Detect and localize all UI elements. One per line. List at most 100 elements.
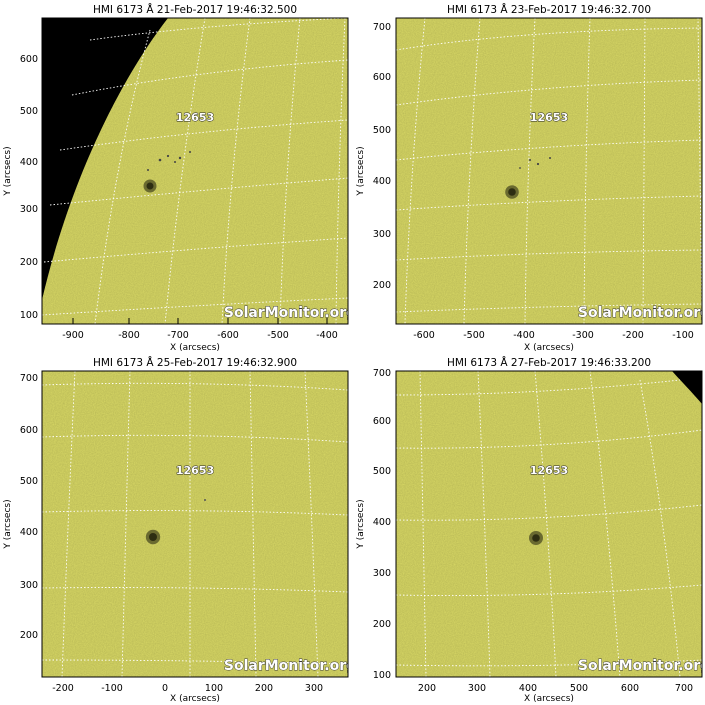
x-axis-label: X (arcsecs)	[524, 343, 574, 353]
x-tick: -500	[463, 330, 485, 341]
heliographic-grid	[42, 18, 348, 324]
y-tick: 100	[20, 310, 38, 321]
panel-feb-25: HMI 6173 Å 25-Feb-2017 19:46:32.900 1265…	[3, 356, 356, 704]
x-tick: -500	[267, 330, 289, 341]
x-tick: -400	[513, 330, 535, 341]
x-tick: -100	[672, 330, 694, 341]
y-tick: 200	[20, 630, 38, 641]
x-tick: 600	[621, 683, 639, 694]
off-limb-space	[672, 371, 702, 404]
x-tick: -300	[572, 330, 594, 341]
x-tick-marks	[72, 318, 328, 324]
heliographic-grid	[42, 371, 348, 677]
y-tick: 200	[373, 619, 391, 630]
disk-texture	[396, 371, 702, 677]
pore	[204, 499, 206, 501]
heliographic-grid	[396, 18, 702, 324]
panel-feb-27: HMI 6173 Å 27-Feb-2017 19:46:33.200 1265…	[356, 356, 705, 704]
sunspot-umbra	[508, 188, 516, 196]
plot-frame	[41, 17, 349, 325]
active-region-label: 12653	[530, 111, 568, 124]
panel-feb-23: HMI 6173 Å 23-Feb-2017 19:46:32.700	[356, 3, 705, 353]
disk-texture	[42, 371, 348, 677]
disk-texture	[396, 18, 702, 324]
watermark: SolarMonitor.org	[224, 658, 356, 674]
x-tick: -800	[118, 330, 140, 341]
x-tick: -200	[52, 683, 74, 694]
x-tick-labels: -600 -500 -400 -300 -200 -100	[413, 330, 694, 341]
y-tick: 600	[373, 416, 391, 427]
y-axis-label: Y (arcsecs)	[356, 146, 366, 196]
y-tick-labels: 100 200 300 400 500 600 700	[373, 368, 391, 681]
panel-title: HMI 6173 Å 27-Feb-2017 19:46:33.200	[447, 356, 651, 369]
x-tick-labels: -900 -800 -700 -600 -500 -400	[62, 330, 338, 341]
x-tick: -400	[316, 330, 338, 341]
y-tick: 500	[373, 466, 391, 477]
x-tick: 400	[519, 683, 537, 694]
sunspot-umbra	[149, 533, 157, 541]
x-tick-labels: 200 300 400 500 600 700	[418, 683, 693, 694]
heliographic-grid	[396, 371, 702, 677]
panel-title: HMI 6173 Å 23-Feb-2017 19:46:32.700	[447, 3, 651, 16]
y-tick: 600	[20, 425, 38, 436]
watermark: SolarMonitor.org	[578, 658, 705, 674]
active-region-label: 12653	[176, 111, 214, 124]
plot-frame	[395, 17, 703, 325]
x-tick: -600	[413, 330, 435, 341]
x-tick: 700	[675, 683, 693, 694]
sunspot-umbra	[532, 534, 540, 542]
x-axis-label: X (arcsecs)	[524, 694, 574, 704]
watermark: SolarMonitor.org	[224, 305, 356, 321]
faculae-pores	[147, 151, 191, 171]
off-limb-space	[42, 18, 168, 300]
y-axis-label: Y (arcsecs)	[3, 499, 13, 549]
y-tick: 500	[20, 106, 38, 117]
x-tick: 200	[255, 683, 273, 694]
y-tick: 600	[373, 72, 391, 83]
x-tick: 300	[468, 683, 486, 694]
y-tick: 400	[20, 157, 38, 168]
x-tick: -100	[101, 683, 123, 694]
y-tick-labels: 200 300 400 500 600 700	[373, 22, 391, 291]
y-tick: 400	[373, 176, 391, 187]
y-tick: 500	[373, 125, 391, 136]
x-tick: 500	[570, 683, 588, 694]
y-tick: 300	[373, 568, 391, 579]
y-tick: 300	[373, 229, 391, 240]
x-tick: 100	[205, 683, 223, 694]
y-tick: 600	[20, 54, 38, 65]
x-tick-labels: -200 -100 0 100 200 300	[52, 683, 323, 694]
y-axis-label: Y (arcsecs)	[3, 146, 13, 196]
image-area: 12653 SolarMonitor.org	[42, 371, 356, 677]
y-tick: 300	[20, 580, 38, 591]
y-tick: 400	[373, 517, 391, 528]
faculae-pores	[519, 157, 551, 169]
y-tick: 700	[373, 22, 391, 33]
image-area: 12653 SolarMonitor.org	[42, 18, 356, 324]
x-tick: -900	[62, 330, 84, 341]
x-tick: -600	[217, 330, 239, 341]
y-tick: 500	[20, 476, 38, 487]
y-tick: 200	[20, 257, 38, 268]
watermark: SolarMonitor.org	[578, 305, 705, 321]
x-tick: 200	[418, 683, 436, 694]
panel-title: HMI 6173 Å 25-Feb-2017 19:46:32.900	[93, 356, 297, 369]
y-tick-labels: 100 200 300 400 500 600	[20, 54, 38, 321]
y-tick: 300	[20, 204, 38, 215]
y-tick: 100	[373, 670, 391, 681]
y-tick: 700	[373, 368, 391, 379]
plot-frame	[41, 370, 349, 678]
x-tick: 0	[162, 683, 168, 694]
panel-title: HMI 6173 Å 21-Feb-2017 19:46:32.500	[93, 3, 297, 16]
y-tick-labels: 200 300 400 500 600 700	[20, 373, 38, 641]
active-region-label: 12653	[176, 464, 214, 477]
x-tick: 300	[305, 683, 323, 694]
x-tick: -200	[622, 330, 644, 341]
image-area: 12653 SolarMonitor.org	[396, 18, 705, 324]
sunspot-umbra	[146, 182, 154, 190]
active-region-label: 12653	[530, 464, 568, 477]
x-axis-label: X (arcsecs)	[170, 343, 220, 353]
y-tick: 200	[373, 280, 391, 291]
x-tick: -700	[167, 330, 189, 341]
image-area: 12653 SolarMonitor.org	[396, 371, 705, 677]
